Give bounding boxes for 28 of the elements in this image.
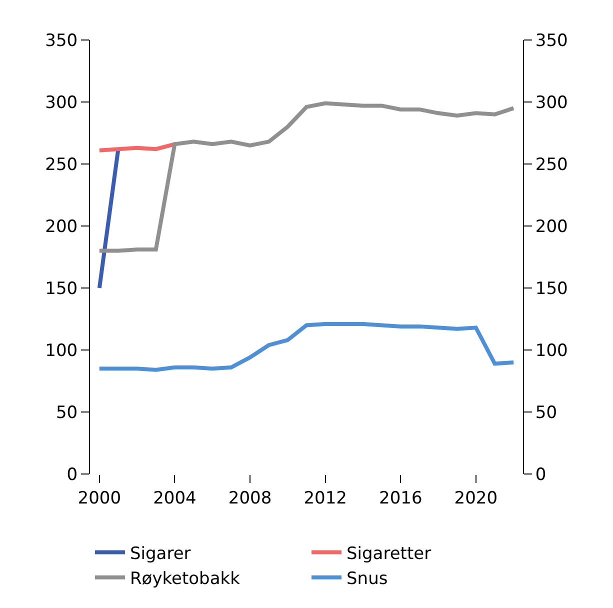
y2-tick-label: 0: [535, 464, 546, 485]
y-tick-label: 300: [45, 92, 78, 113]
y-tick-label: 50: [56, 402, 78, 423]
y2-tick-label: 150: [535, 278, 568, 299]
y-tick-label: 250: [45, 154, 78, 175]
x-tick-label: 2008: [228, 488, 272, 508]
y2-tick-label: 350: [535, 30, 568, 51]
line-series: [97, 101, 516, 253]
y2-tick-label: 250: [535, 154, 568, 175]
line-series: [97, 322, 516, 372]
x-tick-label: 2000: [78, 488, 122, 508]
legend-label: Røyketobakk: [130, 569, 240, 590]
x-tick-label: 2004: [153, 488, 196, 508]
y-tick-label: 200: [45, 216, 78, 237]
y2-tick-label: 300: [535, 92, 568, 113]
y2-tick-label: 200: [535, 216, 568, 237]
legend-label: Sigaretter: [346, 544, 432, 564]
legend-label: Snus: [346, 569, 388, 590]
legend-label: Sigarer: [130, 544, 191, 564]
y2-tick-label: 50: [535, 402, 558, 423]
y-tick-label: 100: [45, 340, 78, 361]
x-tick-label: 2012: [304, 488, 347, 508]
y-tick-label: 350: [45, 30, 78, 51]
x-tick-label: 2016: [378, 488, 422, 508]
y-tick-label: 0: [66, 464, 78, 485]
x-tick-label: 2020: [454, 488, 498, 508]
y2-tick-label: 100: [535, 340, 568, 361]
y-tick-label: 150: [45, 278, 78, 299]
